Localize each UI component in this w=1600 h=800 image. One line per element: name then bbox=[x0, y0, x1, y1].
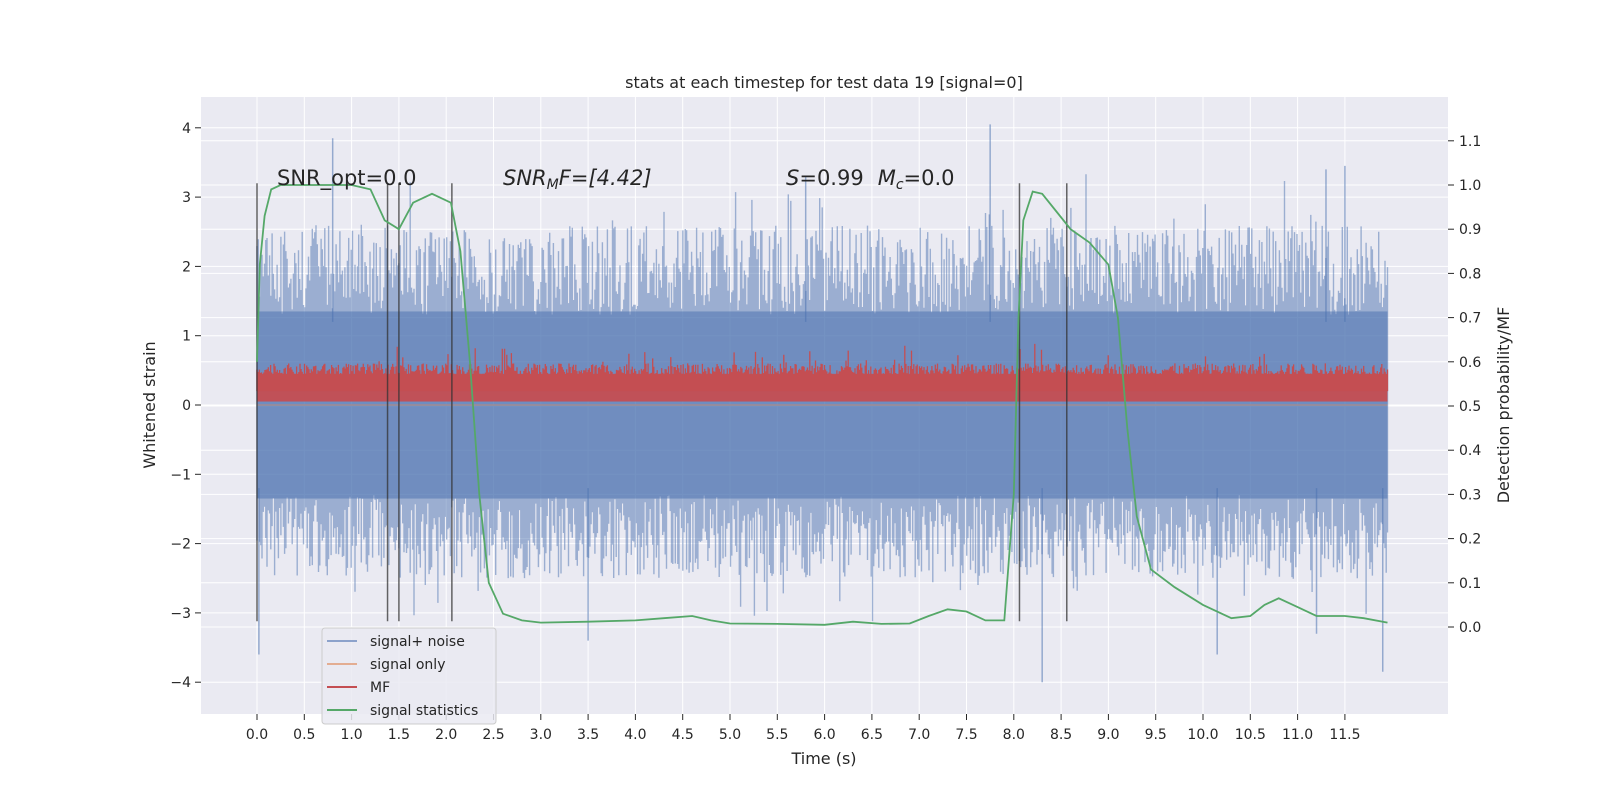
y-right-tick-label: 0.4 bbox=[1459, 443, 1481, 459]
x-tick-label: 3.5 bbox=[577, 727, 599, 743]
y-tick-label: 3 bbox=[182, 190, 191, 206]
y-right-tick-label: 0.7 bbox=[1459, 311, 1481, 327]
right-y-axis-ticks: 0.0 0.1 0.2 0.3 0.4 0.5 0.6 0.7 0.8 0.9 1.0 1.1 bbox=[1448, 134, 1481, 636]
x-tick-label: 9.5 bbox=[1145, 727, 1167, 743]
x-axis-label: Time (s) bbox=[790, 749, 856, 768]
y-right-tick-label: 0.9 bbox=[1459, 222, 1481, 238]
y-right-tick-label: 1.1 bbox=[1459, 134, 1481, 150]
x-tick-label: 0.0 bbox=[246, 727, 268, 743]
y-right-tick-label: 1.0 bbox=[1459, 178, 1481, 194]
x-axis-ticks: 0.0 0.5 1.0 1.5 2.0 2.5 3.0 3.5 4.0 4.5 5.0 5.5 6.0 6… bbox=[246, 714, 1360, 743]
x-tick-label: 8.5 bbox=[1050, 727, 1072, 743]
y-tick-label: −1 bbox=[170, 467, 191, 483]
y-right-tick-label: 0.1 bbox=[1459, 576, 1481, 592]
x-tick-label: 7.5 bbox=[955, 727, 977, 743]
y-right-tick-label: 0.3 bbox=[1459, 487, 1481, 503]
vertical-markers bbox=[256, 183, 1068, 622]
x-tick-label: 10.5 bbox=[1235, 727, 1266, 743]
s-symbol: S bbox=[786, 166, 799, 190]
x-tick-label: 5.0 bbox=[719, 727, 741, 743]
s-value: =0.99 bbox=[799, 166, 863, 190]
x-tick-label: 3.0 bbox=[530, 727, 552, 743]
mc-value: =0.0 bbox=[904, 166, 955, 190]
y-tick-label: 1 bbox=[182, 329, 191, 345]
y-tick-label: −3 bbox=[170, 606, 191, 622]
x-tick-label: 1.5 bbox=[388, 727, 410, 743]
snr-mf-subscript: M bbox=[547, 177, 559, 193]
y-axis-label: Whitened strain bbox=[140, 341, 159, 468]
x-tick-label: 2.0 bbox=[435, 727, 457, 743]
y-tick-label: −2 bbox=[170, 537, 191, 553]
legend-box bbox=[321, 627, 497, 725]
x-tick-label: 2.5 bbox=[482, 727, 504, 743]
mc-subscript: c bbox=[896, 177, 904, 193]
y-tick-label: 4 bbox=[182, 121, 191, 137]
y-right-axis-label: Detection probability/MF bbox=[1494, 307, 1513, 504]
signal-statistics-line bbox=[256, 184, 1388, 626]
left-y-axis-ticks: −4 −3 −2 −1 0 1 2 3 4 bbox=[170, 121, 201, 691]
annotation-snr-opt: SNR_opt=0.0 bbox=[277, 166, 417, 191]
x-tick-label: 9.0 bbox=[1097, 727, 1119, 743]
annotation-s-mc: S=0.99 Mc=0.0 bbox=[786, 166, 955, 193]
legend-label-signal-noise: signal+ noise bbox=[370, 634, 465, 650]
y-tick-label: −4 bbox=[170, 675, 191, 691]
x-tick-label: 0.5 bbox=[293, 727, 315, 743]
legend: signal+ noise signal only MF signal stat… bbox=[321, 627, 497, 725]
mc-symbol: M bbox=[878, 166, 896, 190]
x-tick-label: 8.0 bbox=[1003, 727, 1025, 743]
legend-label-signal-only: signal only bbox=[370, 657, 445, 673]
annotation-snr-mf: SNRMF=[4.42] bbox=[503, 166, 652, 193]
chart-title: stats at each timestep for test data 19 … bbox=[625, 73, 1023, 92]
y-right-tick-label: 0.5 bbox=[1459, 399, 1481, 415]
signal-statistics-series bbox=[256, 184, 1388, 626]
x-tick-label: 11.5 bbox=[1329, 727, 1360, 743]
y-tick-label: 0 bbox=[182, 398, 191, 414]
y-tick-label: 2 bbox=[182, 259, 191, 275]
legend-label-signal-statistics: signal statistics bbox=[370, 703, 478, 719]
y-right-tick-label: 0.6 bbox=[1459, 355, 1481, 371]
x-tick-label: 6.5 bbox=[861, 727, 883, 743]
snr-mf-value: F=[4.42] bbox=[559, 166, 652, 190]
x-tick-label: 5.5 bbox=[766, 727, 788, 743]
legend-label-mf: MF bbox=[370, 680, 390, 696]
x-tick-label: 4.5 bbox=[672, 727, 694, 743]
y-right-tick-label: 0.0 bbox=[1459, 620, 1481, 636]
x-tick-label: 10.0 bbox=[1187, 727, 1218, 743]
y-right-tick-label: 0.2 bbox=[1459, 532, 1481, 548]
x-tick-label: 4.0 bbox=[624, 727, 646, 743]
snr-mf-symbol: SNR bbox=[503, 166, 547, 190]
y-right-tick-label: 0.8 bbox=[1459, 266, 1481, 282]
x-tick-label: 1.0 bbox=[340, 727, 362, 743]
x-tick-label: 6.0 bbox=[813, 727, 835, 743]
x-tick-label: 7.0 bbox=[908, 727, 930, 743]
x-tick-label: 11.0 bbox=[1282, 727, 1313, 743]
